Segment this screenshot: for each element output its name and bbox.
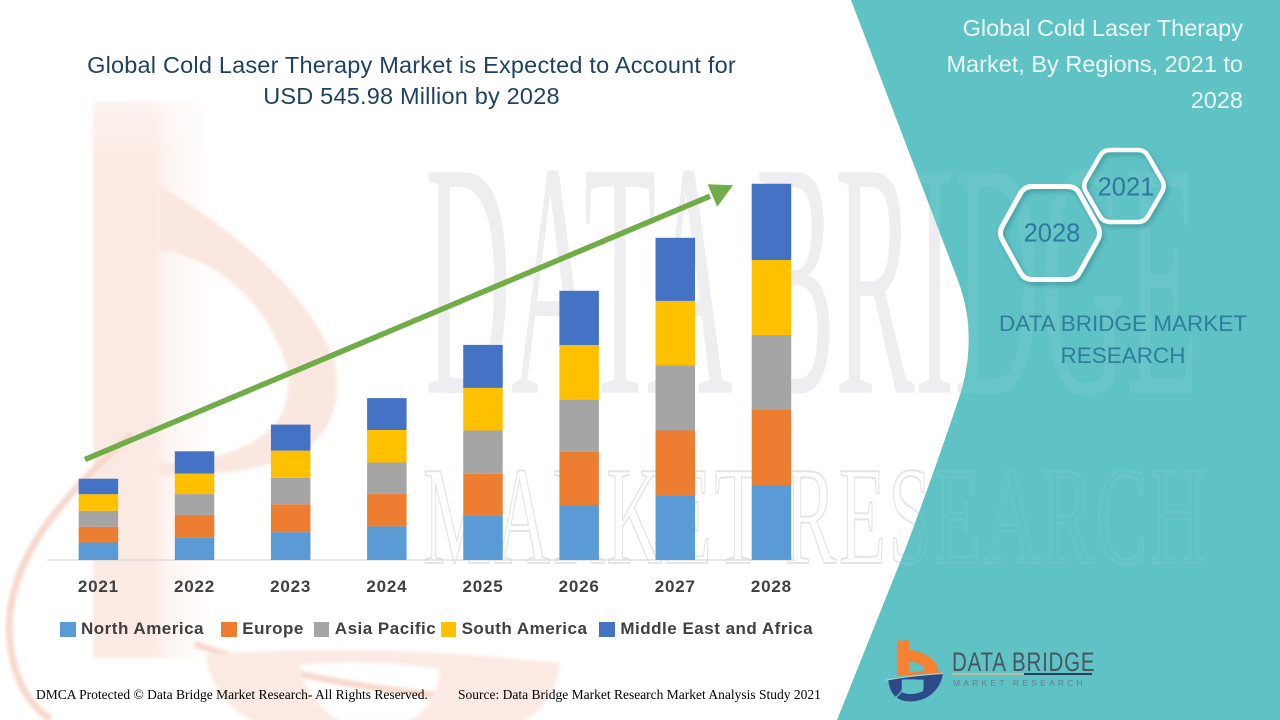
svg-text:2021: 2021 <box>1098 174 1155 202</box>
svg-text:2028: 2028 <box>1024 220 1081 248</box>
